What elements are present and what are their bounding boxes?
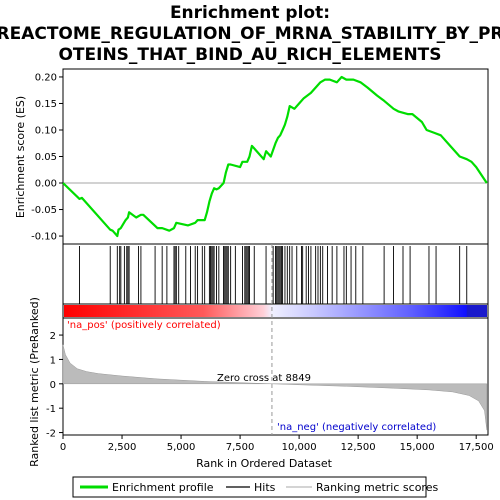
x-axis-label: Rank in Ordered Dataset [196,457,333,470]
x-tick-label-7: 17,500 [459,442,494,453]
es-y-tick-label-4: 0.10 [35,125,57,136]
x-tick-label-5: 12,500 [341,442,376,453]
metric-layer [62,244,488,435]
pos-correlated-label: 'na_pos' (positively correlated) [67,320,221,331]
neg-correlated-label: 'na_neg' (negatively correlated) [277,422,436,433]
rank-colorbar [64,305,487,317]
legend-profile-label: Enrichment profile [112,481,214,494]
y-axis-label-metric: Ranked list metric (PreRanked) [28,297,41,467]
zero-cross-label: Zero cross at 8849 [217,373,311,384]
metric-y-tick-label-0: -2 [46,429,56,440]
metric-y-tick-label-2: 0 [50,380,56,391]
metric-y-tick-label-3: 1 [50,355,56,366]
legend-hits-label: Hits [254,481,276,494]
axes-layer: -0.10 -0.05 0.00 0.05 0.10 0.15 0.20 -2 -1 0 1 2 0 2,… [31,72,494,453]
legend-metric-label: Ranking metric scores [316,481,438,494]
es-y-tick-label-1: -0.05 [31,205,57,216]
es-y-tick-label-5: 0.15 [35,99,57,110]
chart-title-line-3: OTEINS_THAT_BIND_AU_RICH_ELEMENTS [58,45,441,65]
x-tick-label-6: 15,000 [400,442,435,453]
chart-title-line-2: REACTOME_REGULATION_OF_MRNA_STABILITY_BY… [0,24,500,44]
es-y-tick-label-3: 0.05 [35,152,57,163]
enrichment-profile-line [62,75,488,238]
es-y-tick-label-6: 0.20 [35,72,57,83]
es-y-tick-label-2: 0.00 [35,179,57,190]
y-axis-label-es: Enrichment score (ES) [14,96,27,218]
colorbar-neg-end [466,305,487,317]
colorbar-layer [64,305,487,317]
x-tick-label-3: 7,500 [226,442,255,453]
x-tick-label-4: 10,000 [282,442,317,453]
x-tick-label-2: 5,000 [167,442,196,453]
ranking-metric-area [62,344,488,431]
es-y-tick-label-0: -0.10 [31,232,57,243]
x-tick-label-0: 0 [60,442,66,453]
x-tick-label-1: 2,500 [108,442,137,453]
metric-y-tick-label-4: 2 [50,331,56,342]
hits-layer [79,246,468,304]
metric-y-tick-label-1: -1 [46,404,56,415]
metric-panel [62,317,489,436]
chart-title-line-1: Enrichment plot: [170,3,330,23]
es-layer [62,75,488,238]
